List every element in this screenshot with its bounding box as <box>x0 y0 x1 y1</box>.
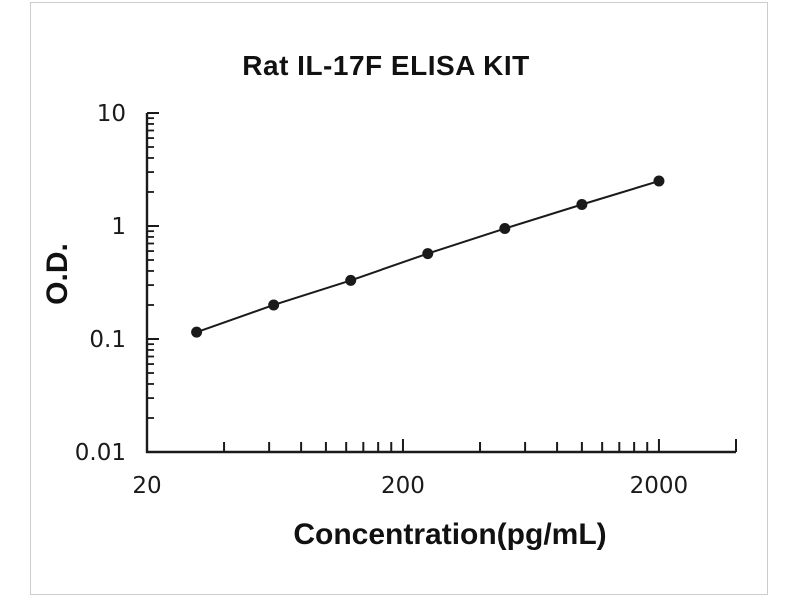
data-point <box>422 248 434 260</box>
y-tick-label: 0.01 <box>75 440 126 466</box>
data-point <box>268 299 280 311</box>
x-tick-label: 200 <box>381 473 425 499</box>
x-axis-title: Concentration(pg/mL) <box>293 518 607 551</box>
data-point <box>191 326 203 338</box>
chart-title: Rat IL-17F ELISA KIT <box>242 50 530 81</box>
y-tick-label: 1 <box>111 214 126 240</box>
data-point <box>653 175 665 187</box>
chart-panel <box>30 2 768 595</box>
data-point <box>499 223 511 235</box>
x-tick-label: 20 <box>132 473 161 499</box>
y-tick-label: 10 <box>97 101 126 127</box>
y-tick-label: 0.1 <box>89 327 126 353</box>
x-tick-label: 2000 <box>630 473 689 499</box>
data-point <box>345 274 357 286</box>
data-point <box>576 198 588 210</box>
